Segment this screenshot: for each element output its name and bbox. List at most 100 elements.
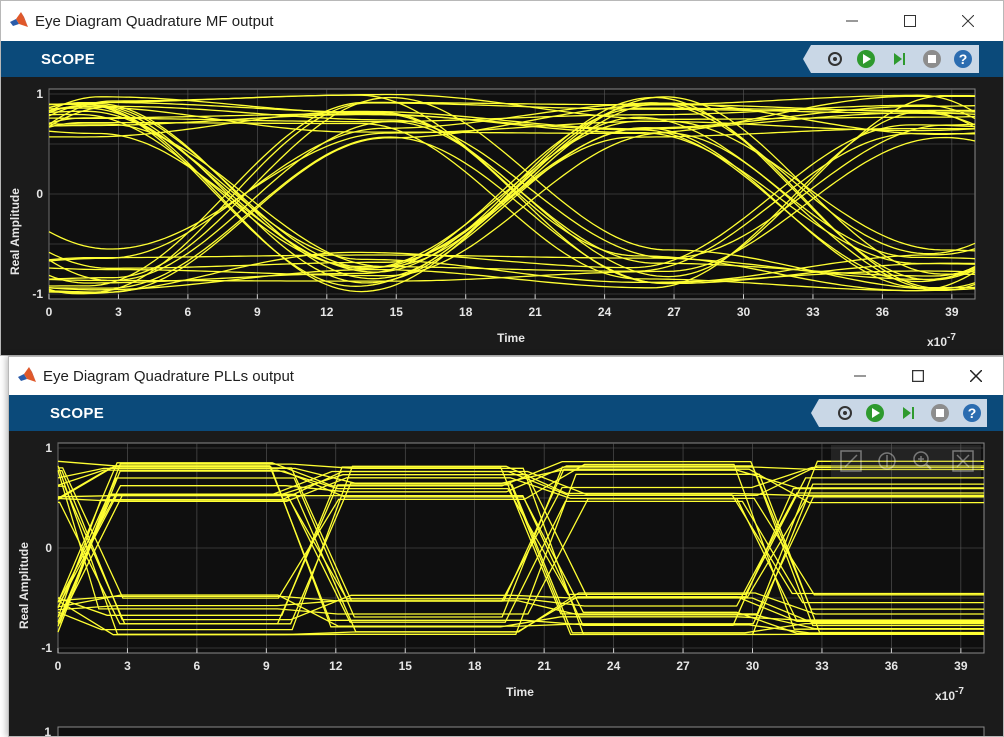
eye-trace bbox=[58, 477, 984, 596]
x-axis-label: Time bbox=[506, 685, 534, 699]
x-tick-labels: 0 3 6 9 12 15 18 21 24 27 30 33 36 39 bbox=[46, 305, 959, 319]
eye-trace bbox=[48, 120, 976, 252]
run-icon[interactable] bbox=[857, 50, 875, 68]
x-tick-label: 36 bbox=[885, 659, 899, 673]
minimize-button[interactable] bbox=[837, 357, 883, 395]
scope-toolbar: ? bbox=[811, 399, 987, 427]
zoom-in-icon[interactable] bbox=[913, 451, 932, 470]
toolstrip: SCOPE ? bbox=[9, 395, 1003, 431]
eye-trace bbox=[58, 469, 984, 624]
settings-icon[interactable] bbox=[838, 406, 852, 420]
eye-trace bbox=[48, 136, 976, 282]
window-title: Eye Diagram Quadrature PLLs output bbox=[43, 368, 294, 385]
x-axis-exponent: x10-7 bbox=[927, 332, 956, 349]
x-tick-label: 21 bbox=[537, 659, 551, 673]
x-tick-label: 9 bbox=[254, 305, 261, 319]
third-axes-background bbox=[57, 726, 985, 736]
plot-panel: 1 0 -1 0 3 6 9 12 15 18 21 24 27 30 33 36 39 Real Ampli… bbox=[9, 431, 1003, 736]
eye-trace bbox=[49, 113, 975, 272]
x-tick-label: 6 bbox=[194, 659, 201, 673]
toolstrip: SCOPE ? bbox=[1, 41, 1003, 77]
eye-diagram-mf[interactable]: 10-1 0 3 6 9 12 15 18 21 24 27 30 33 36 39 Real Ampli… bbox=[1, 77, 1004, 356]
settings-icon[interactable] bbox=[828, 52, 842, 66]
eye-trace bbox=[57, 493, 984, 633]
y-tick-labels: 1 0 -1 bbox=[41, 441, 52, 655]
eye-diagram-plls[interactable]: 10-1 0 3 6 9 12 15 18 21 24 27 30 33 36 39 Real Ampli… bbox=[9, 431, 1004, 737]
eye-trace bbox=[48, 104, 976, 289]
eye-trace bbox=[57, 487, 984, 626]
third-axes-y-tick: 1 bbox=[44, 725, 51, 737]
close-button[interactable] bbox=[953, 357, 999, 395]
eye-trace bbox=[48, 254, 976, 281]
eye-trace bbox=[57, 460, 984, 610]
stop-icon[interactable] bbox=[923, 50, 941, 68]
x-tick-label: 24 bbox=[598, 305, 612, 319]
x-tick-label: 9 bbox=[263, 659, 270, 673]
x-tick-label: 33 bbox=[806, 305, 820, 319]
stop-icon[interactable] bbox=[931, 404, 949, 422]
x-tick-label: 36 bbox=[876, 305, 890, 319]
scope-window-mf[interactable]: Eye Diagram Quadrature MF output SCOPE ?… bbox=[0, 0, 1004, 356]
minimize-button[interactable] bbox=[829, 2, 875, 40]
eye-trace bbox=[48, 132, 976, 292]
title-bar[interactable]: Eye Diagram Quadrature PLLs output bbox=[9, 357, 1003, 395]
title-bar[interactable]: Eye Diagram Quadrature MF output bbox=[1, 1, 1003, 41]
x-axis-exponent: x10-7 bbox=[935, 686, 964, 703]
tab-scope[interactable]: SCOPE bbox=[50, 405, 105, 422]
pan-icon[interactable] bbox=[878, 452, 896, 470]
eye-trace bbox=[48, 96, 976, 277]
x-tick-label: 24 bbox=[607, 659, 621, 673]
x-tick-label: 3 bbox=[115, 305, 122, 319]
minimize-icon bbox=[854, 375, 866, 377]
eye-trace bbox=[48, 124, 976, 295]
matlab-icon bbox=[10, 12, 28, 27]
x-tick-label: 39 bbox=[945, 305, 959, 319]
fullscreen-icon[interactable] bbox=[952, 450, 974, 472]
run-icon[interactable] bbox=[866, 404, 884, 422]
svg-text:?: ? bbox=[959, 51, 968, 67]
x-tick-label: 30 bbox=[746, 659, 760, 673]
eye-trace bbox=[57, 600, 984, 630]
scope-window-plls[interactable]: Eye Diagram Quadrature PLLs output SCOPE… bbox=[8, 356, 1004, 737]
eye-trace bbox=[49, 94, 976, 287]
maximize-button[interactable] bbox=[895, 357, 941, 395]
step-forward-icon[interactable] bbox=[894, 53, 905, 65]
restore-view-icon[interactable] bbox=[840, 450, 862, 472]
eye-trace bbox=[57, 469, 984, 596]
eye-trace bbox=[48, 93, 976, 125]
x-tick-label: 12 bbox=[320, 305, 334, 319]
eye-trace bbox=[48, 95, 975, 135]
eye-trace bbox=[48, 113, 976, 265]
y-axis-label: Real Amplitude bbox=[17, 542, 31, 629]
eye-trace bbox=[48, 102, 976, 280]
y-axis-label: Real Amplitude bbox=[8, 188, 22, 275]
eye-trace bbox=[48, 103, 976, 293]
y-tick-label: -1 bbox=[32, 287, 43, 301]
eye-trace bbox=[49, 110, 976, 138]
y-tick-label: 0 bbox=[36, 187, 43, 201]
eye-trace bbox=[57, 467, 984, 489]
eye-trace bbox=[48, 109, 975, 291]
help-icon[interactable]: ? bbox=[954, 50, 972, 68]
trace-group bbox=[48, 93, 976, 295]
eye-trace bbox=[57, 460, 984, 634]
eye-trace bbox=[49, 104, 976, 123]
eye-trace bbox=[58, 463, 984, 630]
step-forward-icon[interactable] bbox=[903, 407, 914, 419]
trace-group bbox=[57, 460, 984, 636]
maximize-button[interactable] bbox=[887, 2, 933, 40]
help-icon[interactable]: ? bbox=[963, 404, 981, 422]
x-axis-label: Time bbox=[497, 331, 525, 345]
window-title: Eye Diagram Quadrature MF output bbox=[35, 13, 274, 30]
y-tick-label: 1 bbox=[36, 87, 43, 101]
close-button[interactable] bbox=[945, 2, 991, 40]
y-tick-labels: 1 0 -1 bbox=[32, 87, 43, 301]
eye-trace bbox=[57, 465, 984, 631]
eye-trace bbox=[48, 121, 976, 292]
grid-lines bbox=[57, 443, 984, 653]
x-tick-label: 18 bbox=[459, 305, 473, 319]
x-tick-label: 15 bbox=[399, 659, 413, 673]
x-tick-label: 6 bbox=[185, 305, 192, 319]
tab-scope[interactable]: SCOPE bbox=[41, 51, 96, 68]
eye-trace bbox=[58, 496, 984, 627]
